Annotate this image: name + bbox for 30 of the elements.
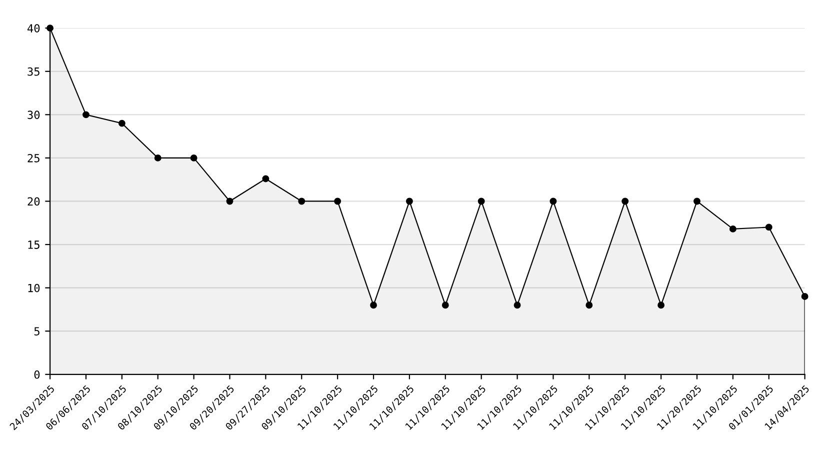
y-tick-label: 40 (27, 24, 40, 32)
point (514, 302, 521, 309)
point (298, 198, 306, 205)
y-tick-label: 10 (28, 284, 40, 292)
y-tick-label: 5 (34, 327, 40, 336)
point (729, 225, 736, 232)
y-tick-label: 30 (28, 110, 40, 120)
point (118, 120, 126, 127)
point (82, 111, 90, 118)
point (801, 293, 808, 300)
y-tick-label: 25 (28, 154, 40, 162)
point (694, 198, 700, 205)
point (190, 154, 198, 162)
point (586, 302, 593, 309)
point (442, 302, 449, 309)
point (334, 198, 342, 205)
y-tick-label: 0 (34, 370, 40, 379)
point (262, 175, 270, 182)
y-tick-label: 35 (28, 67, 40, 76)
point (622, 198, 629, 205)
y-tick-label: 20 (28, 197, 40, 206)
point (765, 224, 772, 231)
point (550, 198, 557, 205)
point (658, 302, 665, 309)
y-tick-label: 15 (28, 240, 40, 249)
point (406, 198, 413, 205)
point (478, 198, 485, 205)
point (226, 198, 234, 205)
point (154, 154, 162, 162)
point (370, 302, 377, 309)
